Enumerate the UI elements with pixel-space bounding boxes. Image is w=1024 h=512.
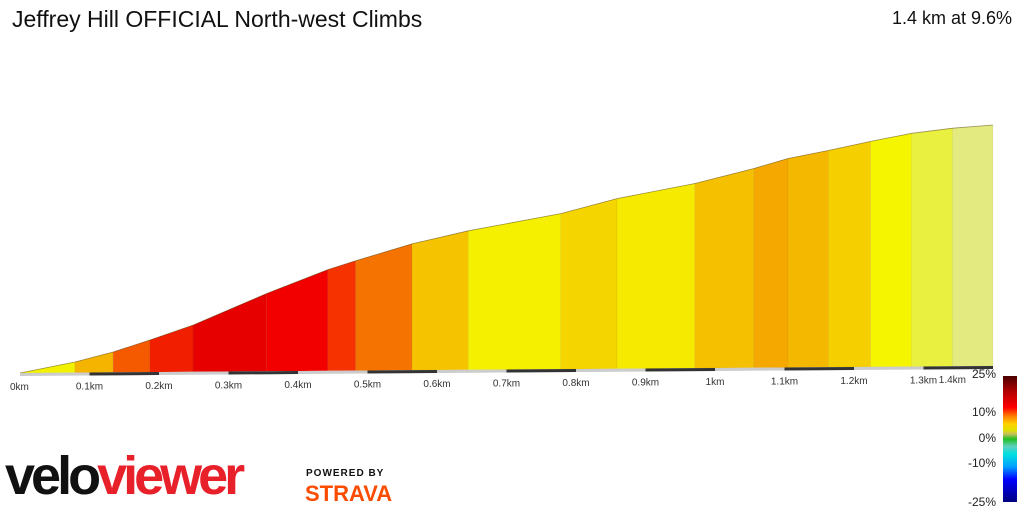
x-tick-label: 1.1km [771, 377, 798, 388]
profile-segment [952, 124, 994, 367]
profile-segment [560, 198, 618, 370]
x-tick-label: 1.4km [939, 375, 966, 386]
x-tick-label: 0.5km [354, 380, 381, 391]
profile-segment [74, 351, 114, 373]
axis-dash [367, 370, 438, 374]
profile-segment [355, 243, 413, 371]
axis-dash [645, 368, 716, 372]
profile-segment [266, 269, 329, 372]
axis-dash [784, 367, 855, 371]
page-title: Jeffrey Hill OFFICIAL North-west Climbs [12, 6, 423, 32]
legend-label: -10% [967, 456, 996, 470]
profile-outline [19, 124, 994, 374]
profile-segment [828, 141, 871, 368]
axis-dash [923, 366, 994, 370]
x-tick-label: 1km [706, 377, 725, 388]
profile-segment [112, 339, 151, 373]
x-tick-label: 0.2km [145, 381, 172, 392]
profile-segment [616, 183, 696, 369]
x-tick-label: 0.3km [215, 381, 242, 392]
profile-segment [411, 230, 469, 371]
veloviewer-logo: veloviewer [5, 446, 245, 506]
profile-segment [192, 293, 267, 373]
axis-dash [506, 369, 577, 373]
strava-logo: STRAVA [305, 481, 393, 506]
profile-segment [911, 127, 953, 367]
profile-segment [327, 260, 356, 372]
axis-dash [89, 372, 160, 376]
profile-segment [787, 150, 829, 368]
x-tick-label: 0.4km [284, 380, 311, 391]
x-tick-label: 0.8km [562, 378, 589, 389]
profile-segment [870, 133, 912, 368]
x-tick-label: 0.1km [76, 382, 103, 393]
x-tick-label: 1.2km [840, 376, 867, 387]
legend-label: 10% [971, 405, 996, 419]
x-tick-label: 0km [10, 382, 29, 393]
powered-by-label: POWERED BY [306, 468, 385, 479]
legend-label: -25% [967, 495, 996, 509]
x-tick-label: 0.9km [632, 378, 659, 389]
profile-segment [694, 168, 755, 369]
gradient-colorbar [1003, 376, 1017, 502]
x-tick-label: 1.3km [910, 376, 937, 387]
axis-dash [228, 371, 299, 375]
legend-label: 25% [971, 367, 996, 381]
profile-segment [468, 213, 561, 371]
climb-summary: 1.4 km at 9.6% [891, 8, 1012, 28]
legend-label: 0% [978, 431, 996, 445]
x-tick-label: 0.6km [423, 379, 450, 390]
profile-segment [753, 158, 789, 368]
x-tick-label: 0.7km [493, 379, 520, 390]
